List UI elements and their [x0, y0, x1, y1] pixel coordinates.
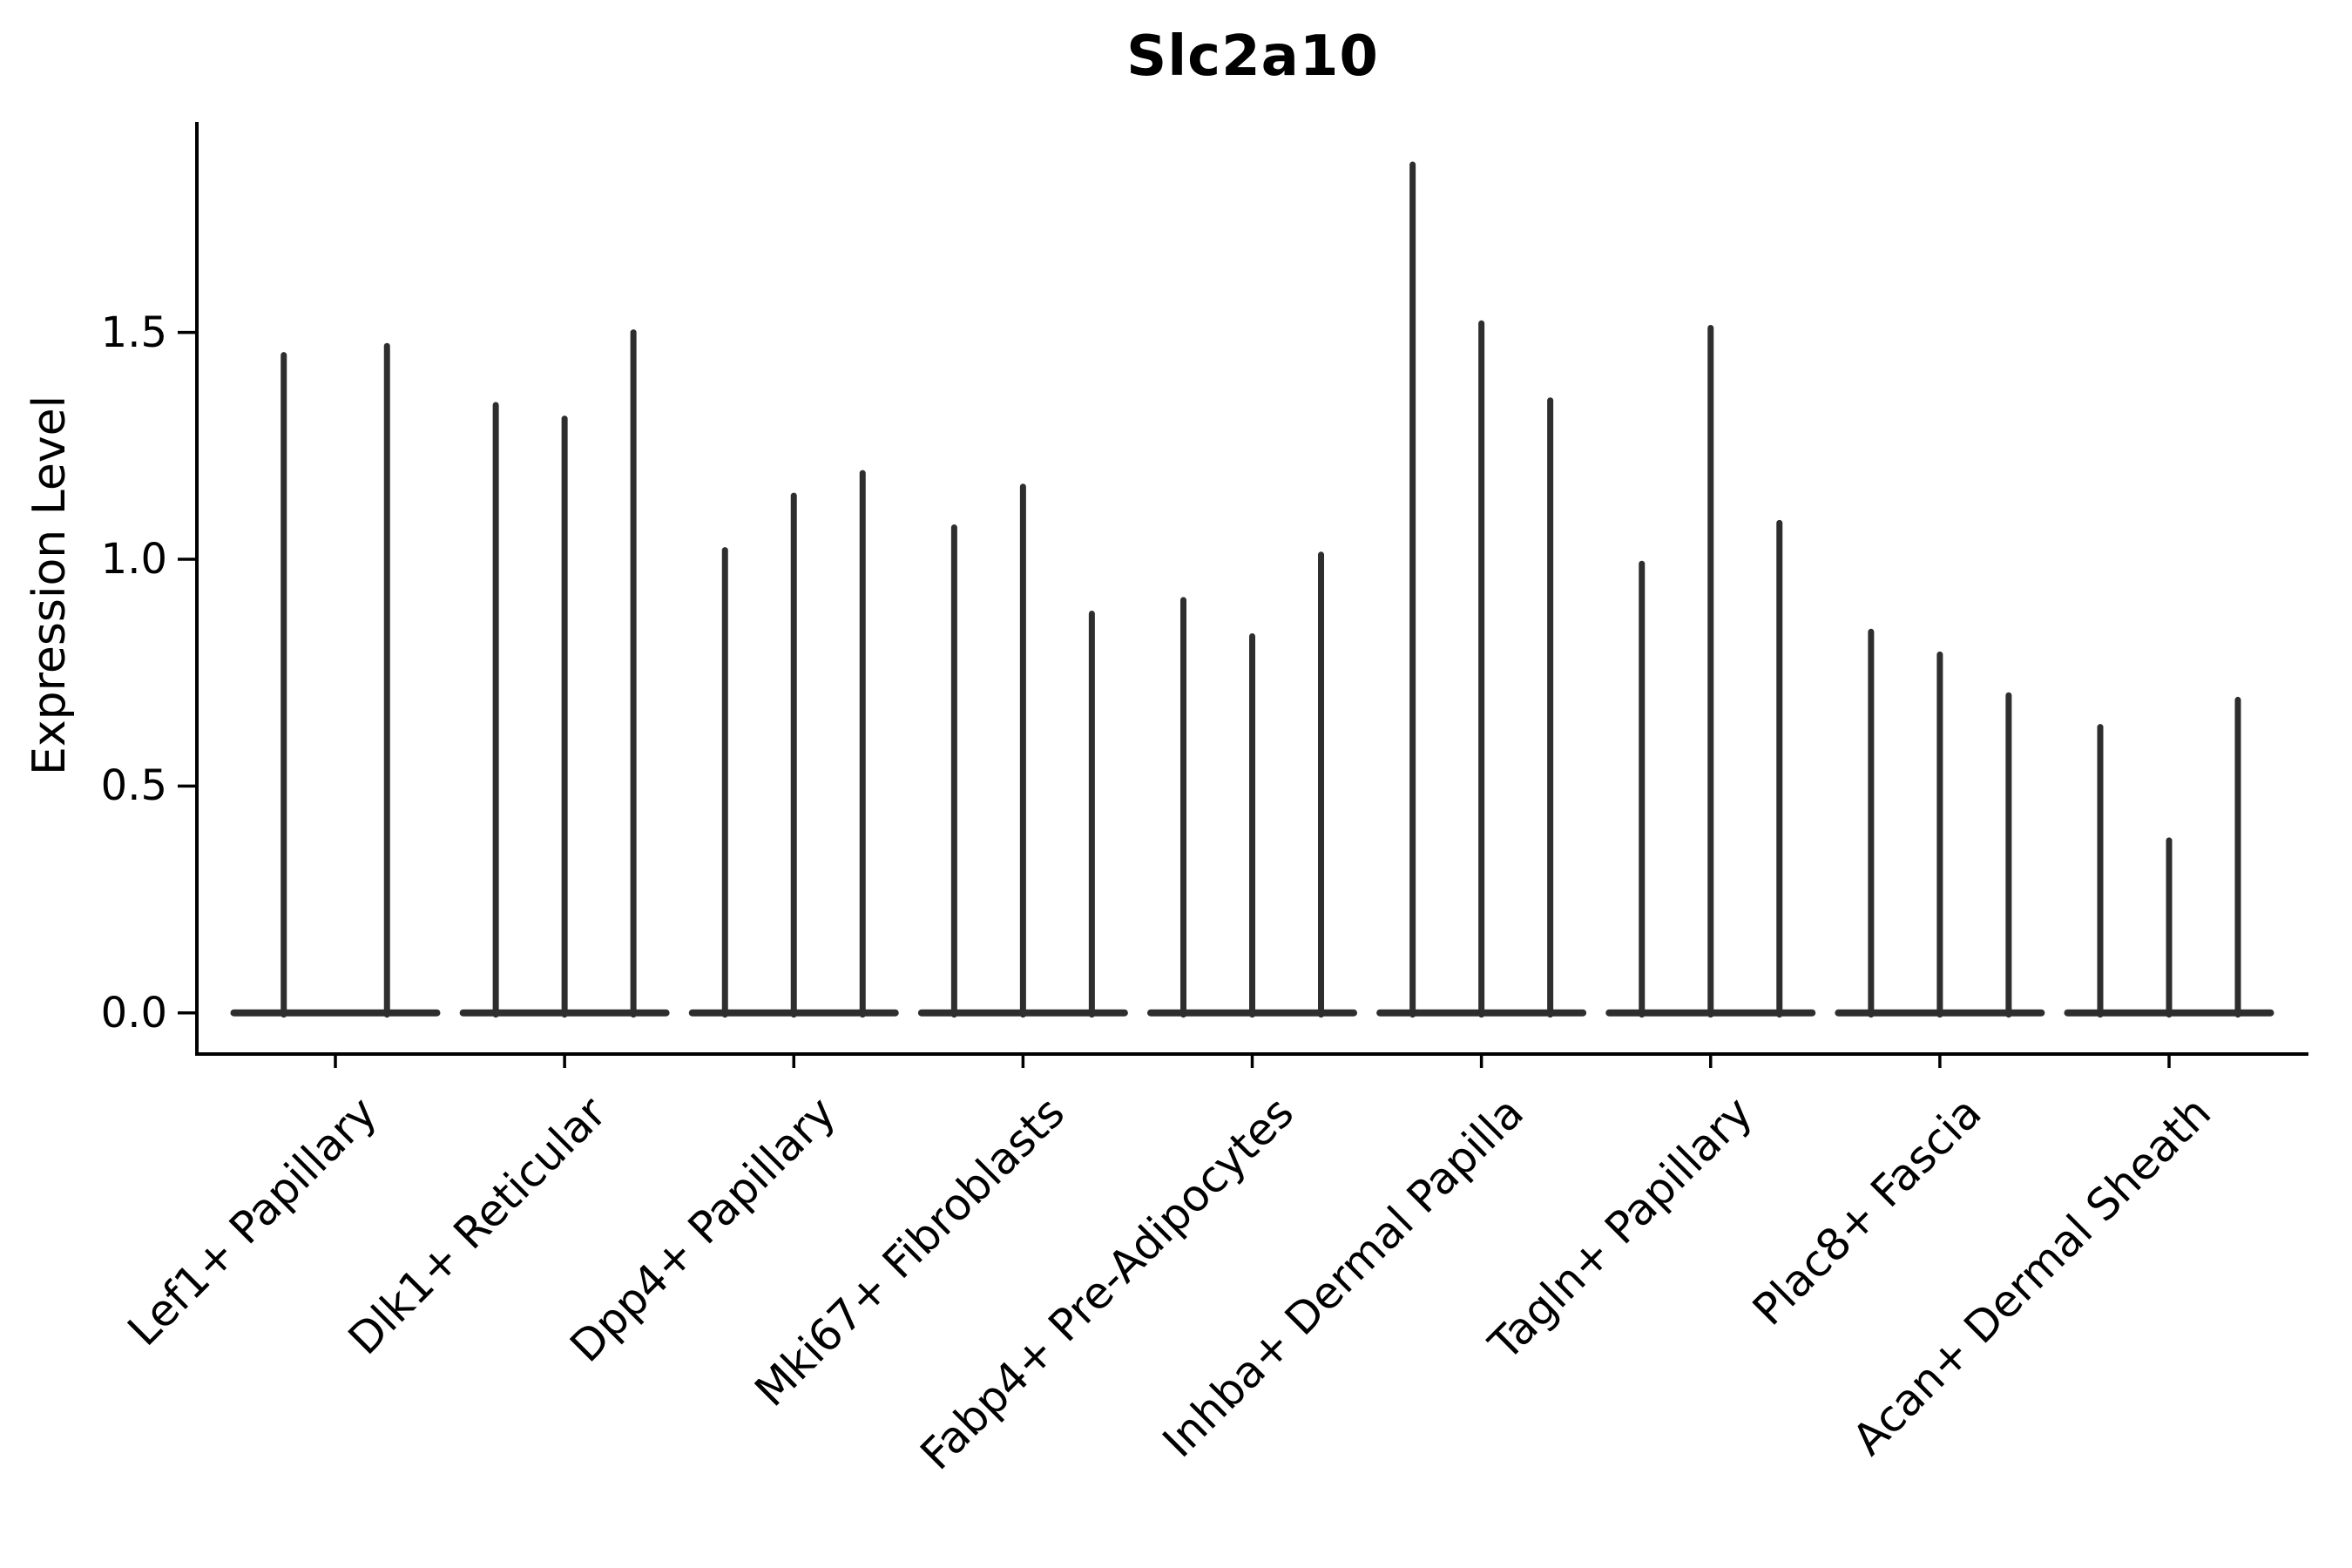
- chart-title: Slc2a10: [1126, 24, 1379, 89]
- y-tick-label: 0.5: [100, 761, 167, 811]
- y-tick-label: 1.0: [100, 535, 167, 584]
- y-tick-label: 0.0: [100, 988, 167, 1037]
- y-tick-label: 1.5: [100, 308, 167, 357]
